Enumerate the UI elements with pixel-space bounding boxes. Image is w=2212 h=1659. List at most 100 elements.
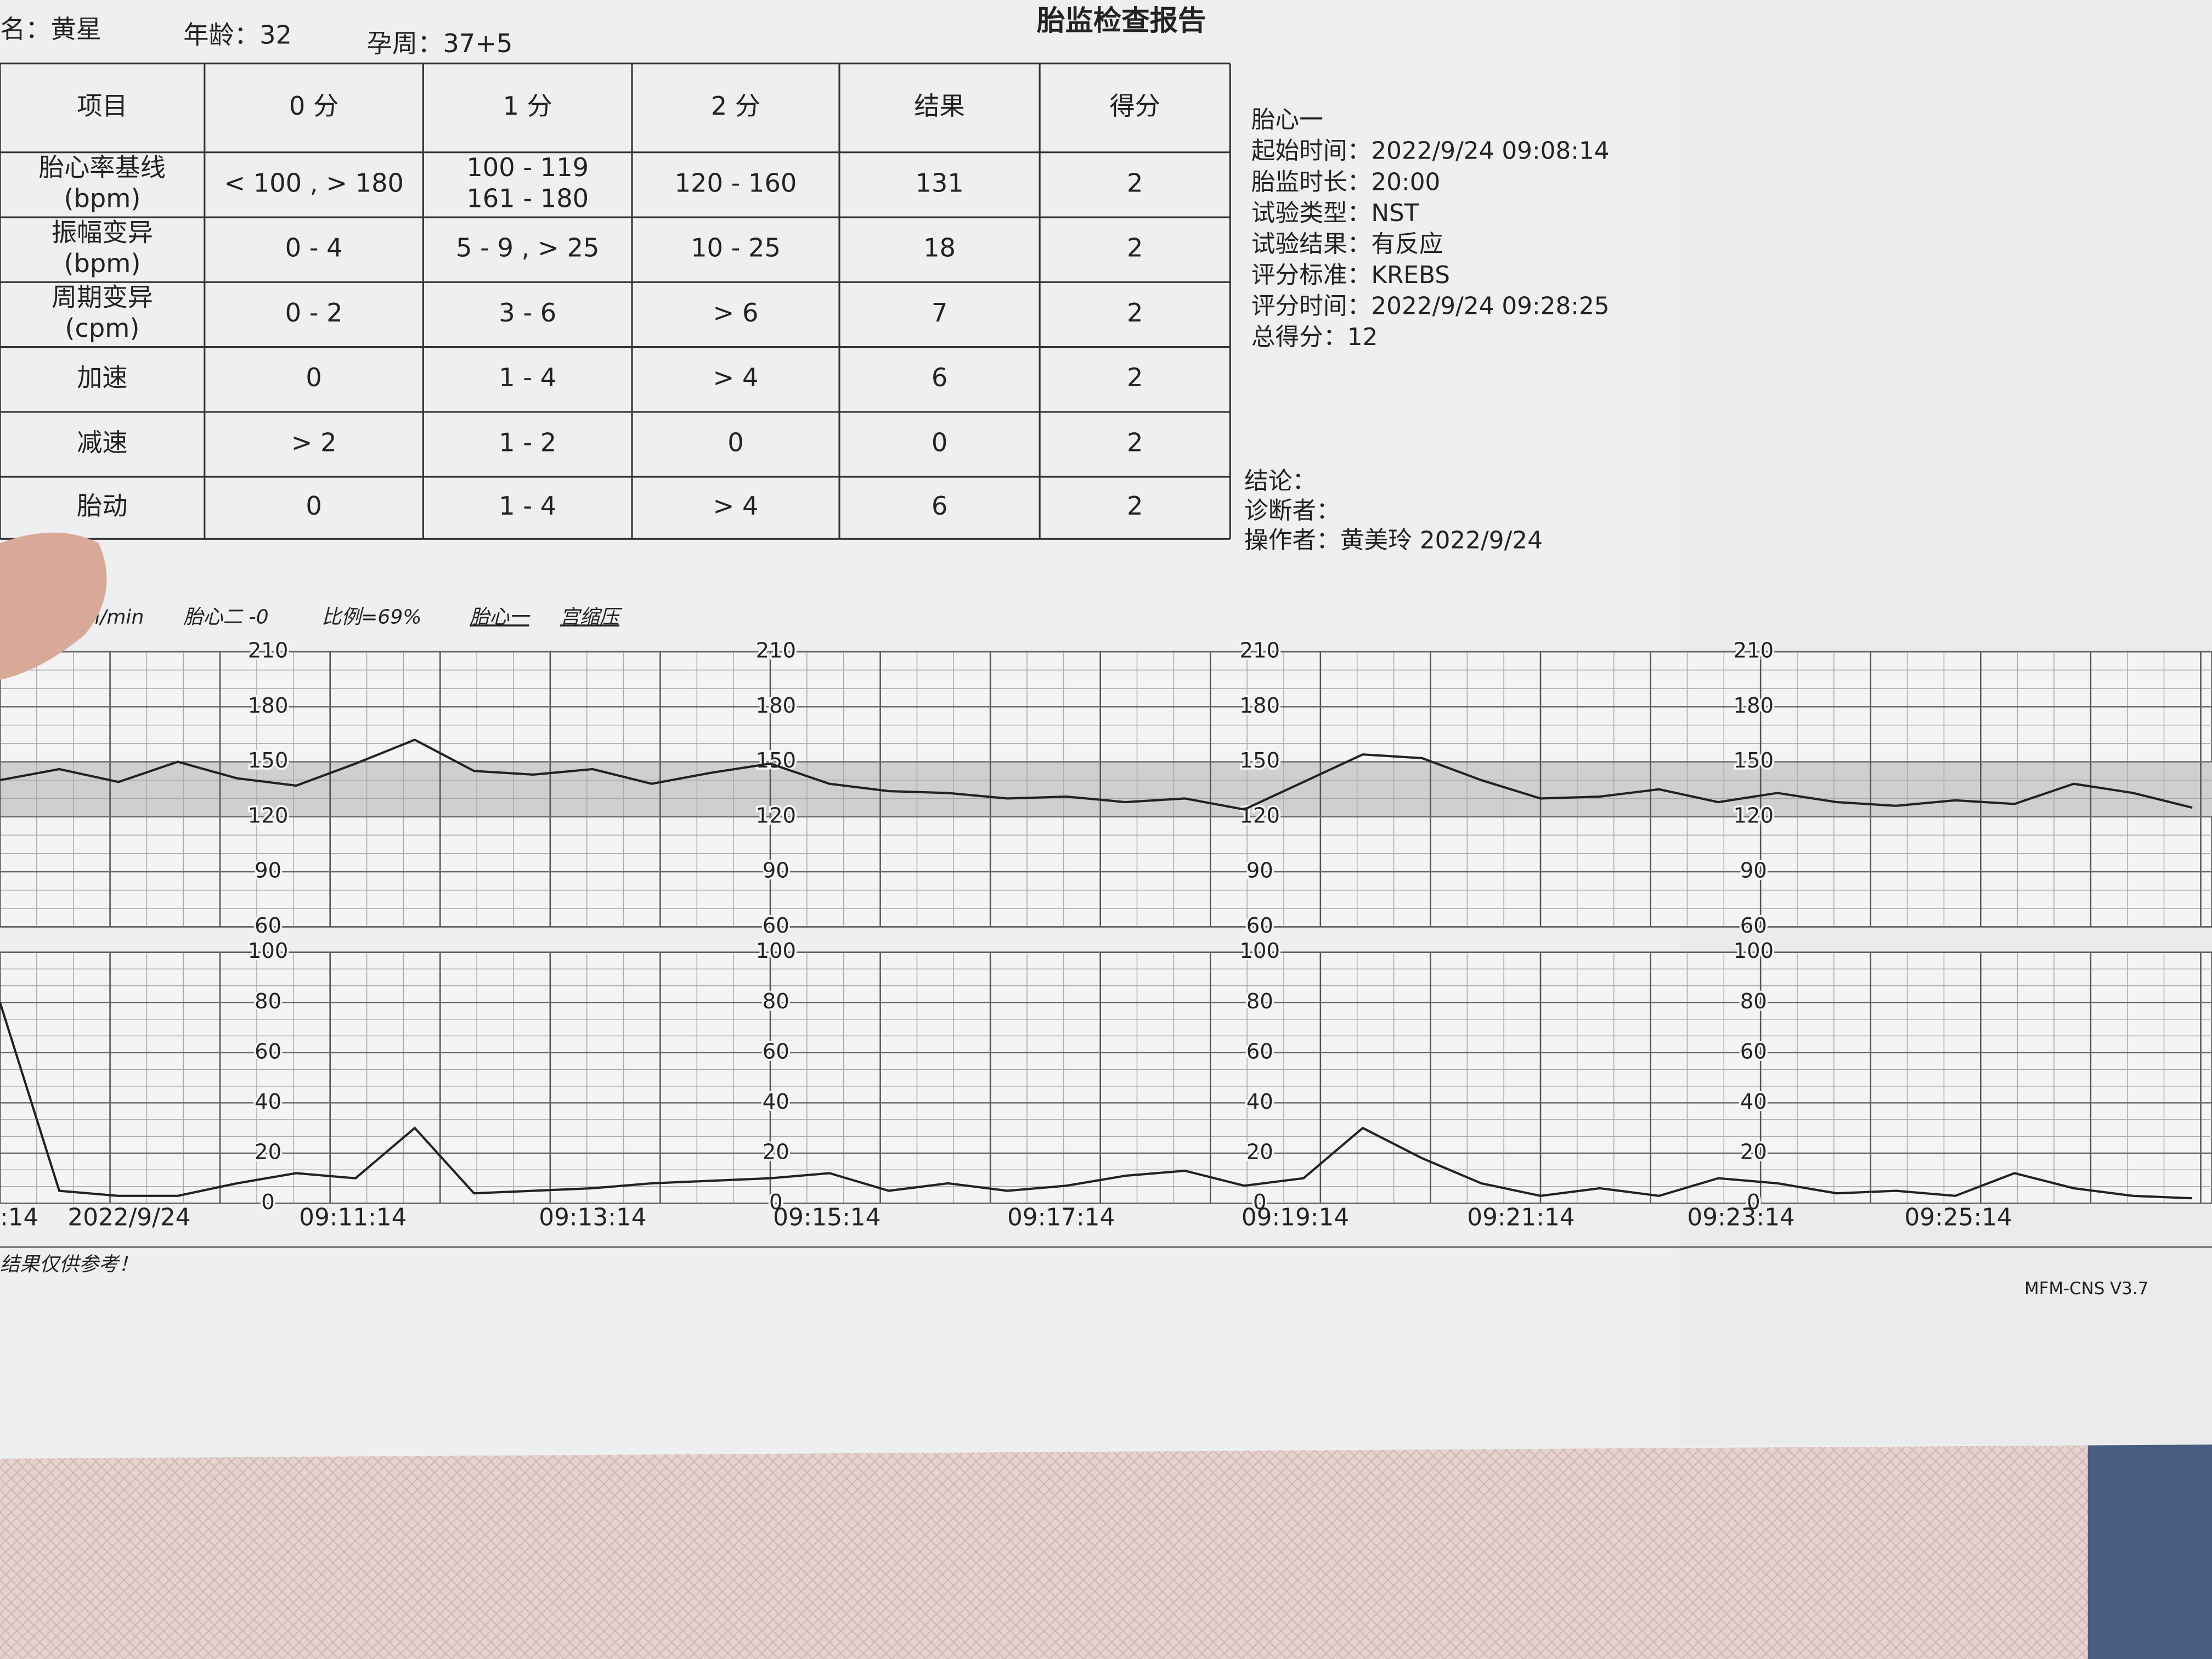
footer-note: 结果仅供参考！ bbox=[0, 1254, 138, 1276]
y-tick-label: 60 bbox=[1246, 1039, 1273, 1064]
y-tick-label: 60 bbox=[763, 913, 789, 938]
time-label: 09:11:14 bbox=[299, 1204, 407, 1232]
y-tick-label: 210 bbox=[1733, 639, 1774, 663]
y-tick-label: 20 bbox=[1740, 1139, 1767, 1164]
table-cell: 胎心率基线 bbox=[39, 153, 166, 182]
time-label: 09:13:14 bbox=[539, 1204, 646, 1232]
toco-trace bbox=[0, 1002, 2193, 1200]
table-cell: > 6 bbox=[713, 298, 759, 328]
info-line: 评分标准：KREBS bbox=[1251, 261, 1450, 289]
table-cell: 2 bbox=[1127, 168, 1143, 198]
table-cell: 1 分 bbox=[503, 91, 552, 121]
y-tick-label: 90 bbox=[255, 859, 281, 883]
panel-bg bbox=[0, 951, 2212, 1204]
table-cell: 加速 bbox=[77, 363, 128, 392]
table-cell: 0 - 4 bbox=[285, 233, 343, 263]
y-tick-label: 90 bbox=[1246, 859, 1273, 883]
table-cell: > 4 bbox=[713, 363, 759, 392]
y-tick-label: 210 bbox=[1239, 639, 1280, 663]
table-cell: (bpm) bbox=[64, 184, 140, 213]
conclusion-line: 诊断者： bbox=[1244, 496, 1340, 524]
table-cell: 7 bbox=[932, 298, 947, 328]
y-tick-label: 60 bbox=[255, 1039, 281, 1064]
table-cell: (bpm) bbox=[64, 249, 140, 278]
y-tick-label: 40 bbox=[1740, 1090, 1767, 1114]
y-tick-label: 40 bbox=[763, 1090, 789, 1114]
table-cell: 胎动 bbox=[77, 491, 128, 521]
y-tick-label: 100 bbox=[1733, 939, 1774, 963]
table-cell: 项目 bbox=[77, 91, 128, 121]
y-tick-label: 120 bbox=[755, 803, 796, 828]
y-tick-label: 60 bbox=[763, 1039, 789, 1064]
y-tick-label: 80 bbox=[1740, 989, 1767, 1014]
table-cell: 2 bbox=[1127, 298, 1143, 328]
table-cell: 3 - 6 bbox=[499, 298, 556, 328]
table-cell: 2 bbox=[1127, 491, 1143, 521]
table-cell: 1 - 4 bbox=[499, 363, 556, 392]
table-cell: 131 bbox=[915, 168, 963, 198]
y-tick-label: 40 bbox=[255, 1090, 281, 1114]
table-cell: 0 分 bbox=[289, 91, 338, 121]
info-line: 试验类型：NST bbox=[1251, 199, 1419, 227]
time-label: 09:19:14 bbox=[1242, 1204, 1349, 1232]
y-tick-label: 100 bbox=[755, 939, 796, 963]
y-tick-label: 120 bbox=[1733, 803, 1774, 828]
table-cell: 161 - 180 bbox=[466, 184, 589, 213]
table-cell: > 4 bbox=[713, 491, 759, 521]
report-title: 胎监检查报告 bbox=[1037, 4, 1206, 37]
table-cell: > 2 bbox=[291, 428, 337, 458]
table-cell: 2 分 bbox=[711, 91, 760, 121]
table-cell: 5 - 9 , > 25 bbox=[456, 233, 599, 263]
info-line: 评分时间：2022/9/24 09:28:25 bbox=[1251, 292, 1610, 320]
strip-legend: 胎心二 -0 bbox=[183, 606, 268, 628]
table-cell: 0 bbox=[932, 428, 947, 458]
table-cell: 6 bbox=[932, 363, 947, 392]
y-tick-label: 60 bbox=[1740, 913, 1767, 938]
normal-band bbox=[0, 761, 2212, 817]
table-cell: 周期变异 bbox=[52, 283, 153, 312]
y-tick-label: 210 bbox=[248, 639, 289, 663]
y-tick-label: 60 bbox=[1246, 913, 1273, 938]
y-tick-label: 210 bbox=[755, 639, 796, 663]
table-cell: 1 - 4 bbox=[499, 491, 556, 521]
time-label: 2022/9/24 bbox=[67, 1204, 190, 1232]
y-tick-label: 0 bbox=[1253, 1190, 1267, 1215]
info-line: 胎监时长：20:00 bbox=[1251, 168, 1440, 196]
table-cell: 振幅变异 bbox=[52, 217, 153, 247]
y-tick-label: 0 bbox=[261, 1190, 275, 1215]
conclusion-line: 操作者：黄美玲 2022/9/24 bbox=[1244, 526, 1543, 554]
table-cell: 结果 bbox=[914, 91, 965, 121]
y-tick-label: 20 bbox=[763, 1139, 789, 1164]
strip-legend: 宫缩压 bbox=[560, 606, 623, 628]
table-cell: 0 bbox=[306, 491, 321, 521]
y-tick-label: 100 bbox=[1239, 939, 1280, 963]
y-tick-label: 40 bbox=[1246, 1090, 1273, 1114]
y-tick-label: 120 bbox=[248, 803, 289, 828]
y-tick-label: 100 bbox=[248, 939, 289, 963]
table-cell: 6 bbox=[932, 491, 947, 521]
table-cell: 减速 bbox=[77, 428, 128, 458]
y-tick-label: 60 bbox=[1740, 1039, 1767, 1064]
conclusion-line: 结论： bbox=[1244, 467, 1316, 495]
y-tick-label: 0 bbox=[1747, 1190, 1760, 1215]
y-tick-label: 90 bbox=[763, 859, 789, 883]
y-tick-label: 120 bbox=[1239, 803, 1280, 828]
y-tick-label: 180 bbox=[1733, 693, 1774, 718]
table-cell: 2 bbox=[1127, 428, 1143, 458]
table-cell: 0 bbox=[727, 428, 743, 458]
table-cell: 得分 bbox=[1109, 91, 1160, 121]
y-tick-label: 20 bbox=[1246, 1139, 1273, 1164]
background-object bbox=[2087, 1438, 2212, 1659]
y-tick-label: 150 bbox=[248, 748, 289, 773]
table-cell: < 100 , > 180 bbox=[224, 168, 404, 198]
y-tick-label: 0 bbox=[769, 1190, 783, 1215]
y-tick-label: 150 bbox=[1733, 748, 1774, 773]
strip-legend: 比例=69% bbox=[321, 606, 421, 628]
info-line: 总得分：12 bbox=[1251, 323, 1378, 351]
table-cell: 1 - 2 bbox=[499, 428, 556, 458]
strip-legend: 胎心一 bbox=[470, 606, 531, 628]
